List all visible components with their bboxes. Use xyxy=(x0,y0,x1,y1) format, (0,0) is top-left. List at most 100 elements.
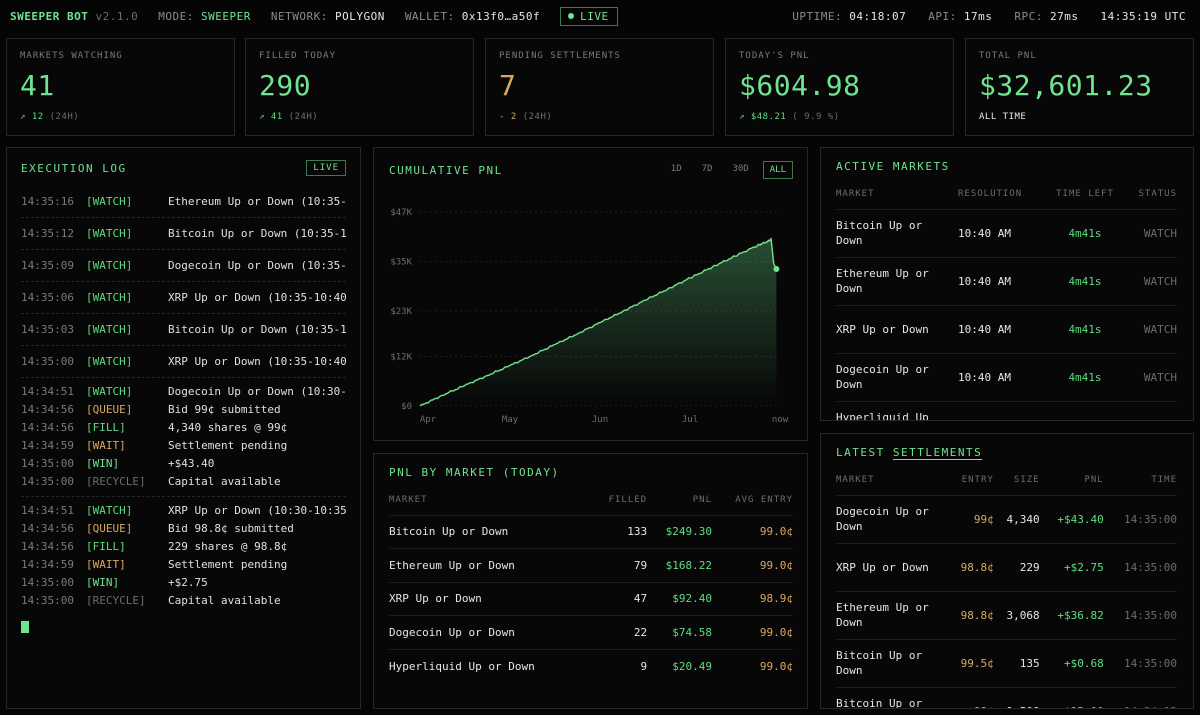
resolution-time: 10:40 AM xyxy=(958,208,1046,257)
log-tag: [QUEUE] xyxy=(86,521,133,535)
table-row[interactable]: Bitcoin Up or Down 99.5¢ 135 +$0.68 14:35:00 xyxy=(836,638,1177,687)
range-7d-button[interactable]: 7D xyxy=(701,164,713,174)
log-tag: [WATCH] xyxy=(86,259,133,272)
log-line: 14:34:59 [WAIT] Settlement pending xyxy=(21,555,346,573)
avg-entry: 99.0¢ xyxy=(712,548,793,583)
pnl-value: $168.22 xyxy=(647,548,713,583)
market-name: Bitcoin Up or Down xyxy=(389,514,594,549)
avg-entry: 98.9¢ xyxy=(712,581,793,616)
entry-price: 98.8¢ xyxy=(948,590,994,639)
table-row[interactable]: Ethereum Up or Down 10:40 AM 4m41s WATCH xyxy=(836,256,1177,305)
table-row[interactable]: Bitcoin Up or Down 10:40 AM 4m41s WATCH xyxy=(836,208,1177,257)
stat-period: ALL TIME xyxy=(979,112,1027,122)
live-status-label: LIVE xyxy=(580,9,609,23)
table-row[interactable]: Ethereum Up or Down 79 $168.22 99.0¢ xyxy=(389,548,793,583)
log-line: 14:34:51 [WATCH] Dogecoin Up or Down (10:3… xyxy=(21,382,346,400)
log-time: 14:34:56 xyxy=(21,402,74,416)
stat-value: 7 xyxy=(499,69,517,102)
log-tag: [FILL] xyxy=(86,539,126,553)
log-time: 14:34:51 xyxy=(21,503,74,517)
market-name: XRP Up or Down xyxy=(836,304,958,353)
range-1d-button[interactable]: 1D xyxy=(670,164,682,174)
y-tick-label: $12K xyxy=(390,352,412,362)
log-message: Bitcoin Up or Down (10:35-10:40) xyxy=(168,323,346,336)
stat-value: $604.98 xyxy=(739,69,861,102)
stat-label: PENDING SETTLEMENTS xyxy=(499,51,621,61)
brand: SWEEPER BOT v2.1.0 xyxy=(10,10,138,23)
range-30d-button[interactable]: 30D xyxy=(732,164,749,174)
stat-period: (24H) xyxy=(522,112,553,122)
table-row[interactable]: Bitcoin Up or Down99¢1,500+$15.0014:34:1… xyxy=(836,686,1177,708)
wallet-indicator[interactable]: WALLET: 0x13f0…a50f xyxy=(405,10,540,23)
table-row[interactable]: Hyperliquid Up or Down 9 $20.49 99.0¢ xyxy=(389,648,793,683)
settle-time: 14:35:00 xyxy=(1103,542,1177,591)
stat-period: (24H) xyxy=(288,112,319,122)
table-row[interactable]: Dogecoin Up or Down 22 $74.58 99.0¢ xyxy=(389,615,793,650)
settle-time: 14:34:13 xyxy=(1103,686,1177,708)
settle-time: 14:35:00 xyxy=(1103,638,1177,687)
col-filled: FILLED xyxy=(608,494,648,505)
time-left: 4m41s xyxy=(1045,304,1125,353)
table-row[interactable]: XRP Up or Down 10:40 AM 4m41s WATCH xyxy=(836,304,1177,353)
log-tag: [WATCH] xyxy=(86,195,133,208)
pnl-value: $249.30 xyxy=(647,514,713,549)
market-name: Bitcoin Up or Down xyxy=(836,208,958,257)
active-markets-panel: ACTIVE MARKETS MARKET RESOLUTION TIME LE… xyxy=(820,147,1194,421)
log-message: Bitcoin Up or Down (10:35-10:40) xyxy=(168,227,346,240)
pnl-value: +$0.68 xyxy=(1039,638,1104,687)
pnl-line xyxy=(419,237,778,407)
pnl-value: +$43.40 xyxy=(1039,494,1104,543)
log-live-button[interactable]: LIVE xyxy=(306,160,346,176)
log-tag: [WIN] xyxy=(86,575,120,589)
table-row[interactable]: Ethereum Up or Down 98.8¢ 3,068 +$36.82 14:3… xyxy=(836,590,1177,639)
log-line: 14:34:56 [FILL] 4,340 shares @ 99¢ xyxy=(21,418,346,436)
terminal-cursor xyxy=(21,621,29,633)
execution-log-title: EXECUTION LOG xyxy=(21,161,127,175)
market-name: Bitcoin Up or Down xyxy=(836,686,948,708)
log-line: 14:34:59 [WAIT] Settlement pending xyxy=(21,436,346,454)
log-tag: [WATCH] xyxy=(86,227,133,240)
market-name: Hyperliquid Up or Down xyxy=(389,648,594,683)
api-metric: API: 17ms xyxy=(928,10,992,23)
avg-entry: 99.0¢ xyxy=(712,615,793,650)
pnl-value: $20.49 xyxy=(647,648,713,683)
table-row[interactable]: Bitcoin Up or Down 133 $249.30 99.0¢ xyxy=(389,514,793,549)
log-message: XRP Up or Down (10:30-10:35) xyxy=(168,503,346,517)
log-message: Settlement pending xyxy=(168,438,288,452)
avg-entry: 99.0¢ xyxy=(712,648,793,683)
entry-price: 98.8¢ xyxy=(948,542,994,591)
filled-count: 133 xyxy=(593,514,648,549)
resolution-time: 10:40 AM xyxy=(958,304,1046,353)
trend-up-icon: ↗ xyxy=(20,112,26,122)
log-line: 14:35:00 [RECYCLE] Capital available xyxy=(21,591,346,609)
log-group: 14:34:51 [WATCH] Dogecoin Up or Down (10:3… xyxy=(21,378,346,497)
api-label: API: xyxy=(928,9,957,23)
pnl-value: +$15.00 xyxy=(1039,686,1104,708)
log-message: XRP Up or Down (10:35-10:40) xyxy=(168,291,346,304)
stat-delta: 41 xyxy=(270,112,283,122)
y-tick-label: $23K xyxy=(390,307,412,317)
stat-value: 290 xyxy=(259,69,312,102)
range-all-button[interactable]: ALL xyxy=(762,161,793,179)
settle-time: 14:35:00 xyxy=(1103,590,1177,639)
table-row[interactable]: XRP Up or Down 47 $92.40 98.9¢ xyxy=(389,581,793,616)
table-row[interactable]: Dogecoin Up or Down 10:40 AM 4m41s WATCH xyxy=(836,352,1177,401)
version-label: v2.1.0 xyxy=(95,9,139,23)
log-tag: [QUEUE] xyxy=(86,402,133,416)
log-tag: [WATCH] xyxy=(86,323,133,336)
log-time: 14:34:56 xyxy=(21,539,74,553)
log-message: Ethereum Up or Down (10:35-10:40) xyxy=(168,195,346,208)
active-markets-title: ACTIVE MARKETS xyxy=(836,160,950,173)
active-markets-table: MARKET RESOLUTION TIME LEFT STATUS Bitco… xyxy=(836,179,1177,420)
brand-name: SWEEPER BOT xyxy=(10,9,89,23)
market-name: XRP Up or Down xyxy=(389,581,594,616)
table-row[interactable]: Dogecoin Up or Down 99¢ 4,340 +$43.40 14:35:… xyxy=(836,494,1177,543)
log-time: 14:35:12 xyxy=(21,227,74,240)
log-message: Dogecoin Up or Down (10:35-10:40) xyxy=(168,259,346,272)
log-time: 14:35:00 xyxy=(21,575,74,589)
log-time: 14:35:00 xyxy=(21,474,74,488)
table-row[interactable]: XRP Up or Down 98.8¢ 229 +$2.75 14:35:00 xyxy=(836,542,1177,591)
wallet-address[interactable]: 0x13f0…a50f xyxy=(461,9,541,23)
settlements-title-b[interactable]: SETTLEMENTS xyxy=(892,446,983,459)
